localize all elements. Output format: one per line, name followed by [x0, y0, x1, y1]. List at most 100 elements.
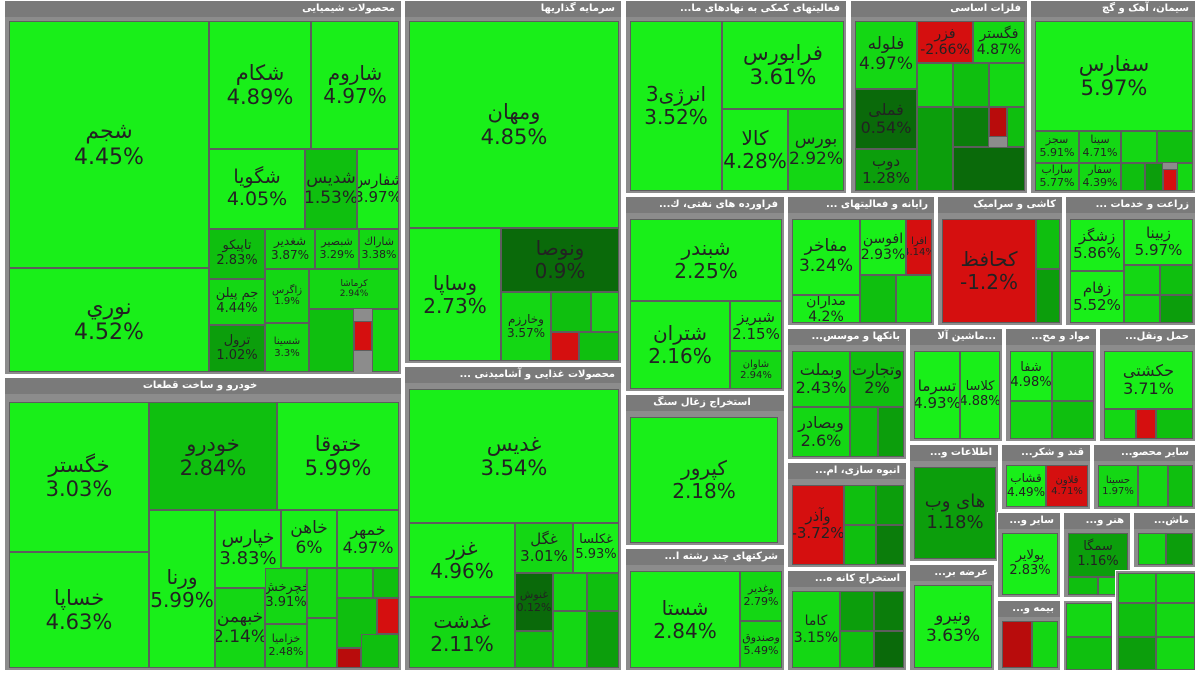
stock-tile[interactable]: ختوقا 5.99% — [277, 402, 399, 510]
stock-tile[interactable]: شبریز 2.15% — [730, 301, 782, 351]
stock-tile[interactable] — [373, 568, 399, 598]
stock-tile[interactable]: کالا 4.28% — [722, 109, 788, 191]
stock-tile[interactable]: زاگرس 1.9% — [265, 269, 309, 323]
stock-tile[interactable] — [1068, 577, 1098, 595]
stock-tile[interactable] — [953, 147, 1025, 191]
stock-tile[interactable]: حکشتی 3.71% — [1104, 351, 1193, 409]
stock-tile[interactable]: شبصیر 3.29% — [315, 229, 359, 269]
stock-tile[interactable]: فگستر 4.87% — [973, 21, 1025, 63]
stock-tile[interactable]: سینا 4.71% — [1079, 131, 1121, 163]
stock-tile[interactable]: فملی 0.54% — [855, 89, 917, 149]
stock-tile[interactable]: تاپیکو 2.83% — [209, 229, 265, 279]
stock-tile[interactable] — [337, 598, 377, 648]
stock-tile[interactable]: خبهمن 2.14% — [215, 588, 265, 668]
stock-tile[interactable] — [876, 485, 904, 525]
stock-tile[interactable]: غنوش 0.12% — [515, 573, 553, 631]
stock-tile[interactable]: شاراك 3.38% — [359, 229, 399, 269]
stock-tile[interactable] — [1145, 163, 1163, 191]
stock-tile[interactable] — [850, 407, 878, 457]
stock-tile[interactable] — [1036, 269, 1060, 323]
stock-tile[interactable]: کاما 3.15% — [792, 591, 840, 668]
stock-tile[interactable] — [1156, 409, 1193, 439]
stock-tile[interactable]: دوب 1.28% — [855, 149, 917, 191]
stock-tile[interactable] — [1032, 621, 1058, 668]
stock-tile[interactable]: شبندر 2.25% — [630, 219, 782, 301]
stock-tile[interactable] — [372, 309, 399, 372]
stock-tile[interactable] — [309, 309, 354, 372]
stock-tile[interactable]: خگستر 3.03% — [9, 402, 149, 552]
stock-tile[interactable] — [896, 275, 932, 323]
stock-tile[interactable] — [354, 321, 372, 351]
stock-tile[interactable] — [844, 485, 876, 525]
stock-tile[interactable] — [1160, 265, 1193, 295]
stock-tile[interactable]: کپرور 2.18% — [630, 417, 778, 543]
stock-tile[interactable] — [1118, 603, 1156, 637]
stock-tile[interactable] — [587, 611, 619, 668]
stock-tile[interactable]: شفارس 3.97% — [357, 149, 399, 229]
stock-tile[interactable]: مفاخر 3.24% — [792, 219, 860, 295]
stock-tile[interactable] — [337, 568, 373, 598]
stock-tile[interactable] — [1002, 621, 1032, 668]
stock-tile[interactable]: غکلسا 5.93% — [573, 523, 619, 573]
stock-tile[interactable] — [361, 634, 399, 668]
stock-tile[interactable]: ترول 1.02% — [209, 325, 265, 372]
stock-tile[interactable] — [1156, 573, 1195, 603]
stock-tile[interactable] — [874, 631, 904, 668]
stock-tile[interactable]: زبینا 5.97% — [1124, 219, 1193, 265]
stock-tile[interactable]: خاهن 6% — [281, 510, 337, 568]
stock-tile[interactable]: کرماشا 2.94% — [309, 269, 399, 309]
stock-tile[interactable]: شفا 4.98% — [1010, 351, 1052, 401]
stock-tile[interactable] — [1118, 637, 1156, 670]
stock-tile[interactable] — [1124, 265, 1160, 295]
stock-tile[interactable] — [1168, 465, 1193, 507]
stock-tile[interactable] — [840, 631, 874, 668]
stock-tile[interactable]: شکام 4.89% — [209, 21, 311, 149]
stock-tile[interactable]: شگویا 4.05% — [209, 149, 305, 229]
stock-tile[interactable]: غدشت 2.11% — [409, 597, 515, 668]
stock-tile[interactable]: شجم 4.45% — [9, 21, 209, 268]
stock-tile[interactable] — [1160, 295, 1193, 323]
stock-tile[interactable] — [840, 591, 874, 631]
stock-tile[interactable]: فلوله 4.97% — [855, 21, 917, 89]
stock-tile[interactable]: فزر -2.66% — [917, 21, 973, 63]
stock-tile[interactable]: خمهر 4.97% — [337, 510, 399, 568]
stock-tile[interactable]: خچرخش 3.91% — [265, 568, 307, 624]
stock-tile[interactable] — [1121, 131, 1157, 163]
stock-tile[interactable]: شغدیر 3.87% — [265, 229, 315, 269]
stock-tile[interactable] — [591, 292, 619, 332]
stock-tile[interactable] — [917, 107, 953, 191]
stock-tile[interactable] — [1010, 401, 1052, 439]
stock-tile[interactable]: زفام 5.52% — [1070, 271, 1124, 323]
stock-tile[interactable] — [1052, 351, 1094, 401]
stock-tile[interactable] — [878, 407, 904, 457]
stock-tile[interactable]: شدیس 1.53% — [305, 149, 357, 229]
stock-tile[interactable]: خساپا 4.63% — [9, 552, 149, 668]
stock-tile[interactable]: جم پیلن 4.44% — [209, 279, 265, 325]
stock-tile[interactable]: شاروم 4.97% — [311, 21, 399, 149]
stock-tile[interactable] — [1036, 219, 1060, 269]
stock-tile[interactable]: کلاسا 4.88% — [960, 351, 1000, 439]
stock-tile[interactable]: غگل 3.01% — [515, 523, 573, 573]
stock-tile[interactable]: پولاير 2.83% — [1002, 533, 1058, 595]
stock-tile[interactable] — [1177, 163, 1193, 191]
stock-tile[interactable] — [1118, 573, 1156, 603]
stock-tile[interactable]: خزامیا 2.48% — [265, 624, 307, 668]
stock-tile[interactable] — [1156, 603, 1195, 637]
stock-tile[interactable]: وبصادر 2.6% — [792, 407, 850, 457]
stock-tile[interactable] — [1066, 603, 1112, 637]
stock-tile[interactable] — [953, 63, 989, 107]
stock-tile[interactable]: خودرو 2.84% — [149, 402, 277, 510]
stock-tile[interactable]: وخارزم 3.57% — [501, 292, 551, 361]
stock-tile[interactable] — [860, 275, 896, 323]
stock-tile[interactable]: سفار 4.39% — [1079, 163, 1121, 191]
stock-tile[interactable] — [876, 525, 904, 565]
stock-tile[interactable] — [1104, 409, 1136, 439]
stock-tile[interactable]: سمگا 1.16% — [1068, 533, 1128, 577]
stock-tile[interactable] — [1052, 401, 1094, 439]
stock-tile[interactable] — [307, 618, 337, 668]
stock-tile[interactable] — [1121, 163, 1145, 191]
stock-tile[interactable]: انرژی3 3.52% — [630, 21, 722, 191]
stock-tile[interactable] — [1136, 409, 1156, 439]
stock-tile[interactable] — [989, 63, 1025, 107]
stock-tile[interactable]: زشگز 5.86% — [1070, 219, 1124, 271]
